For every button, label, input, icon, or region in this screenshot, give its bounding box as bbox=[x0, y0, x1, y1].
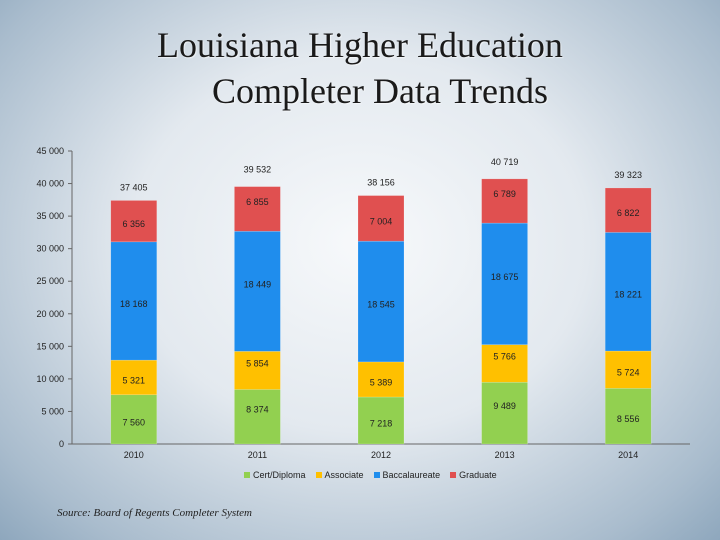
chart-title: Louisiana Higher Education Completer Dat… bbox=[0, 22, 720, 114]
bar-segment bbox=[110, 200, 158, 243]
legend-swatch bbox=[373, 472, 380, 478]
bar-segment bbox=[481, 178, 528, 224]
bar-segment bbox=[357, 195, 405, 242]
legend-item: Cert/Diploma bbox=[244, 470, 306, 480]
data-label: 9 489 bbox=[493, 401, 516, 411]
data-label: 7 004 bbox=[370, 216, 393, 226]
data-label: 18 221 bbox=[614, 290, 642, 300]
y-tick-label: 15 000 bbox=[36, 341, 64, 351]
bar-segment bbox=[234, 351, 281, 390]
data-label: 6 789 bbox=[493, 189, 516, 199]
bar-segment bbox=[357, 240, 405, 363]
total-label: 37 405 bbox=[120, 182, 148, 192]
title-line-1: Louisiana Higher Education bbox=[157, 25, 563, 65]
legend-swatch bbox=[450, 472, 457, 478]
bar-segment bbox=[604, 187, 652, 233]
y-tick-label: 20 000 bbox=[36, 309, 64, 319]
y-tick-label: 25 000 bbox=[36, 276, 64, 286]
data-label: 6 822 bbox=[617, 208, 640, 218]
bar-segment bbox=[481, 381, 528, 445]
data-label: 5 389 bbox=[370, 377, 393, 387]
data-label: 7 560 bbox=[123, 417, 146, 427]
data-label: 18 545 bbox=[367, 300, 395, 310]
x-tick-label: 2012 bbox=[371, 450, 391, 460]
legend-label: Cert/Diploma bbox=[253, 470, 306, 480]
data-label: 18 675 bbox=[491, 272, 519, 282]
legend-item: Graduate bbox=[450, 470, 497, 480]
total-label: 40 719 bbox=[491, 157, 519, 167]
bar-segment bbox=[481, 344, 528, 383]
x-tick-label: 2014 bbox=[618, 450, 638, 460]
bar-segment bbox=[234, 389, 281, 445]
x-tick-label: 2010 bbox=[124, 450, 144, 460]
total-label: 39 323 bbox=[614, 170, 642, 180]
data-label: 6 356 bbox=[123, 219, 146, 229]
x-tick-label: 2011 bbox=[248, 450, 267, 460]
data-label: 5 321 bbox=[123, 375, 146, 385]
chart-legend: Cert/Diploma Associate Baccalaureate Gradua… bbox=[244, 470, 497, 480]
bar-segment bbox=[357, 361, 405, 398]
data-label: 7 218 bbox=[370, 419, 393, 429]
legend-item: Baccalaureate bbox=[373, 470, 441, 480]
data-label: 18 449 bbox=[244, 279, 272, 289]
bar-segment bbox=[604, 232, 652, 352]
y-tick-label: 0 bbox=[59, 439, 64, 449]
data-label: 5 766 bbox=[493, 351, 516, 361]
source-note: Source: Board of Regents Completer Syste… bbox=[57, 507, 253, 519]
bar-segment bbox=[357, 396, 405, 445]
y-tick-label: 35 000 bbox=[36, 211, 64, 221]
y-tick-label: 40 000 bbox=[36, 179, 64, 189]
bar-segment bbox=[234, 186, 281, 232]
data-label: 6 855 bbox=[246, 197, 269, 207]
total-label: 39 532 bbox=[244, 165, 272, 175]
bar-segment bbox=[481, 222, 528, 345]
data-label: 5 854 bbox=[246, 358, 269, 368]
total-label: 38 156 bbox=[367, 178, 395, 188]
bar-segment bbox=[234, 230, 281, 352]
legend-label: Associate bbox=[324, 470, 364, 480]
data-label: 8 556 bbox=[617, 414, 640, 424]
y-tick-label: 10 000 bbox=[36, 374, 64, 384]
data-label: 8 374 bbox=[246, 405, 269, 415]
legend-label: Baccalaureate bbox=[382, 470, 441, 480]
title-line-2: Completer Data Trends bbox=[212, 71, 548, 111]
y-tick-label: 30 000 bbox=[36, 244, 64, 254]
legend-swatch bbox=[244, 472, 250, 478]
legend-item: Associate bbox=[315, 470, 364, 480]
bar-segment bbox=[604, 388, 652, 445]
legend-label: Graduate bbox=[459, 470, 497, 480]
y-tick-label: 5 000 bbox=[41, 406, 64, 416]
bar-segment bbox=[604, 350, 652, 389]
legend-swatch bbox=[315, 472, 322, 478]
data-label: 5 724 bbox=[617, 368, 640, 378]
x-tick-label: 2013 bbox=[495, 450, 515, 460]
y-tick-label: 45 000 bbox=[36, 146, 64, 156]
data-label: 18 168 bbox=[120, 299, 148, 309]
